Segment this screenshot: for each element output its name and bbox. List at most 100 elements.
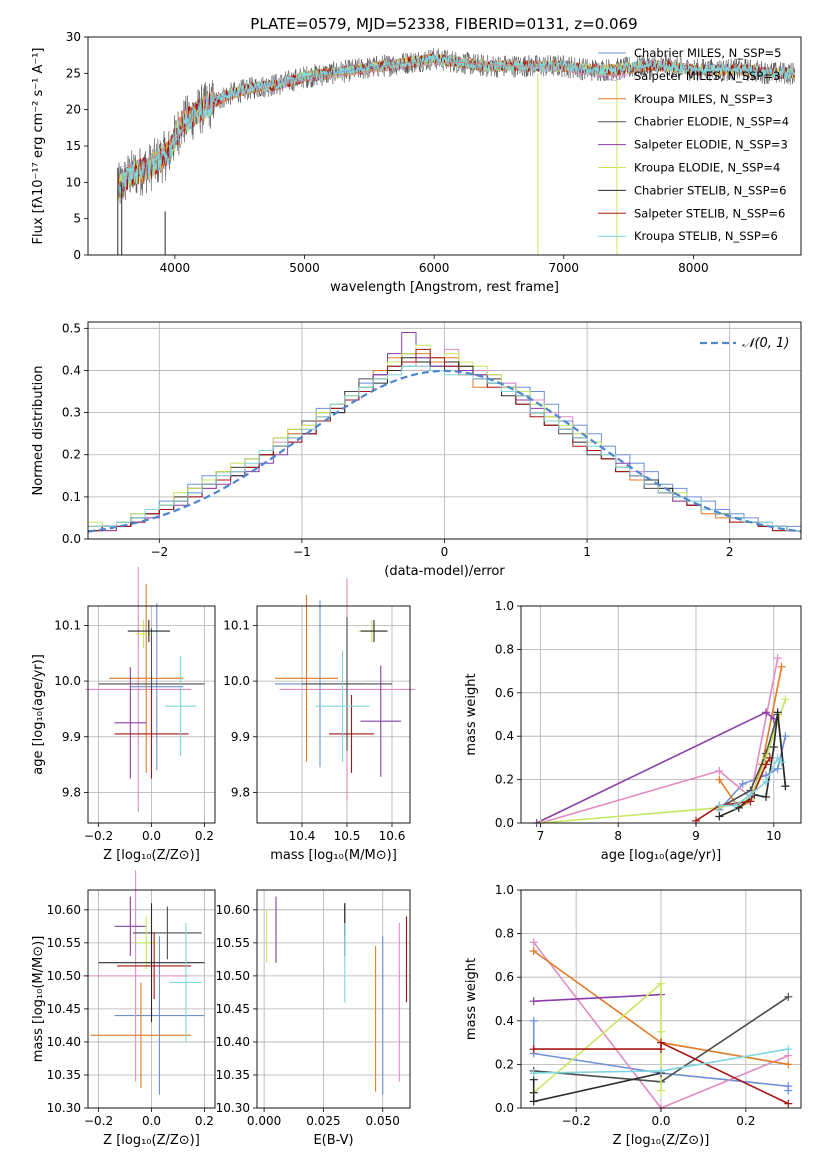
panel-mass-vs-z: −0.2 0.0 0.2 10.30 10.35 10.40 10.45 10.50 10.55… (31, 870, 216, 1148)
normal-curve (87, 369, 802, 533)
spectrum-model-0 (117, 62, 642, 169)
spectrum-lines (117, 48, 795, 255)
x-tick-label: 4000 (160, 261, 191, 275)
x-tick-label: 9 (692, 829, 700, 843)
y-tick-label: 0.8 (495, 642, 514, 656)
y-tick-label: 10.50 (216, 969, 250, 983)
y-tick-label: 10.45 (216, 1002, 250, 1016)
x-axis-label: (data-model)/error (384, 564, 505, 579)
y-axis-label: age [log₁₀(age/yr)] (31, 654, 46, 775)
x-tick-label: 10 (766, 829, 781, 843)
x-tick-label: −0.2 (84, 1114, 113, 1128)
panel-spectrum: 4000 5000 6000 7000 8000 0 5 10 15 20 25 30 waveleng… (31, 30, 802, 295)
axes-frame (256, 889, 411, 1109)
y-tick-label: 10.1 (223, 618, 250, 632)
y-axis-label: mass [log₁₀(M/M⊙)] (31, 936, 46, 1063)
x-tick-label: 7000 (548, 261, 579, 275)
x-tick-label: 5000 (289, 261, 320, 275)
y-axis-label: Normed distribution (31, 366, 46, 496)
y-tick-label: 0.0 (62, 532, 81, 546)
y-tick-label: 10.60 (216, 903, 250, 917)
y-tick-label: 10.40 (216, 1035, 250, 1049)
y-tick-label: 0.4 (495, 729, 514, 743)
y-tick-label: 1.0 (495, 883, 514, 897)
x-tick-label: 0.2 (736, 1114, 755, 1128)
legend-entry: Chabrier MILES, N_SSP=5 (634, 46, 781, 60)
x-tick-label: −2 (150, 545, 168, 559)
legend-entry: Kroupa MILES, N_SSP=3 (634, 92, 773, 106)
y-tick-label: 10 (66, 175, 81, 189)
y-tick-label: 10.35 (47, 1068, 81, 1082)
figure-title: PLATE=0579, MJD=52338, FIBERID=0131, z=0… (250, 15, 637, 33)
x-tick-label: −0.2 (562, 1114, 591, 1128)
y-tick-label: 10.30 (47, 1101, 81, 1115)
legend-entry: 𝒩(0, 1) (742, 336, 789, 351)
x-axis-label: Z [log₁₀(Z/Z⊙)] (103, 1133, 200, 1148)
y-tick-label: 9.8 (231, 785, 250, 799)
x-tick-label: 0.0 (142, 829, 161, 843)
legend-entry: Salpeter STELIB, N_SSP=6 (634, 206, 785, 220)
x-axis-label: mass [log₁₀(M/M⊙)] (270, 848, 397, 863)
y-tick-label: 0 (73, 248, 81, 262)
y-tick-label: 10.55 (47, 936, 81, 950)
y-tick-label: 10.35 (216, 1068, 250, 1082)
x-axis-label: wavelength [Angstrom, rest frame] (330, 280, 559, 295)
y-tick-label: 10.60 (47, 903, 81, 917)
y-tick-label: 0.8 (495, 927, 514, 941)
legend: Chabrier MILES, N_SSP=5 Salpeter MILES, N… (598, 46, 789, 243)
x-tick-label: 0.000 (247, 1114, 281, 1128)
x-axis-label: E(B-V) (313, 1133, 353, 1148)
x-axis-label: Z [log₁₀(Z/Z⊙)] (613, 1133, 710, 1148)
y-tick-label: 9.9 (231, 730, 250, 744)
panel-mass-weight-vs-z: −0.2 0.0 0.2 0.0 0.2 0.4 0.6 0.8 1.0 Z [log₁₀(Z/Z… (464, 883, 802, 1148)
y-tick-label: 0.3 (62, 406, 81, 420)
x-tick-label: 2 (726, 545, 734, 559)
x-tick-label: 7 (537, 829, 545, 843)
y-tick-label: 20 (66, 103, 81, 117)
weight-series-6 (532, 1072, 662, 1103)
y-tick-label: 0.4 (62, 363, 81, 377)
x-tick-label: 0.2 (195, 829, 214, 843)
spectrum-model-2 (117, 62, 642, 183)
panel-mass-vs-ebv: 0.000 0.025 0.050 10.30 10.35 10.40 10.45 10.50… (216, 889, 411, 1148)
legend-entry: Salpeter MILES, N_SSP=3 (634, 69, 780, 83)
y-tick-label: 10.1 (54, 618, 81, 632)
weight-series-7 (695, 757, 771, 822)
y-tick-label: 0.2 (62, 448, 81, 462)
y-tick-label: 30 (66, 30, 81, 44)
y-tick-label: 15 (66, 139, 81, 153)
legend-entry: Chabrier ELODIE, N_SSP=4 (634, 115, 789, 129)
legend-entry: Salpeter ELODIE, N_SSP=3 (634, 138, 788, 152)
x-tick-label: 0.0 (651, 1114, 670, 1128)
y-tick-label: 0.6 (495, 686, 514, 700)
x-tick-label: 1 (583, 545, 591, 559)
panel-mass-weight-vs-age: 7 8 9 10 0.0 0.2 0.4 0.6 0.8 1.0 age [log₁₀(age/yr… (464, 599, 802, 863)
y-tick-label: 0.0 (495, 816, 514, 830)
panel-residuals: −2 −1 0 1 2 0.0 0.1 0.2 0.3 0.4 0.5 (data-model)/er… (31, 321, 802, 579)
y-axis-label: Flux [fλ10⁻¹⁷ erg cm⁻² s⁻¹ A⁻¹] (31, 48, 46, 245)
x-tick-label: 6000 (419, 261, 450, 275)
y-tick-label: 9.9 (62, 730, 81, 744)
y-tick-label: 10.0 (54, 674, 81, 688)
panel-age-vs-mass: 10.4 10.5 10.6 9.8 9.9 10.0 10.1 mass [log₁₀(M/… (223, 578, 415, 863)
x-tick-label: 8 (614, 829, 622, 843)
y-tick-label: 0.4 (495, 1014, 514, 1028)
y-tick-label: 5 (73, 212, 81, 226)
legend-entry: Chabrier STELIB, N_SSP=6 (634, 183, 786, 197)
y-axis-label: mass weight (464, 673, 479, 755)
x-tick-label: 0 (441, 545, 449, 559)
histogram-series-8 (88, 365, 801, 532)
x-tick-label: −0.2 (84, 829, 113, 843)
legend-entry: Kroupa ELODIE, N_SSP=4 (634, 161, 780, 175)
weight-series-5 (540, 699, 787, 824)
y-tick-label: 0.2 (495, 773, 514, 787)
x-tick-label: 0.050 (366, 1114, 400, 1128)
y-tick-label: 0.2 (495, 1057, 514, 1071)
y-tick-label: 25 (66, 66, 81, 80)
y-tick-label: 10.40 (47, 1035, 81, 1049)
y-tick-label: 0.6 (495, 970, 514, 984)
weight-series-1 (540, 657, 779, 824)
axes-frame (520, 605, 802, 824)
y-tick-label: 10.45 (47, 1002, 81, 1016)
